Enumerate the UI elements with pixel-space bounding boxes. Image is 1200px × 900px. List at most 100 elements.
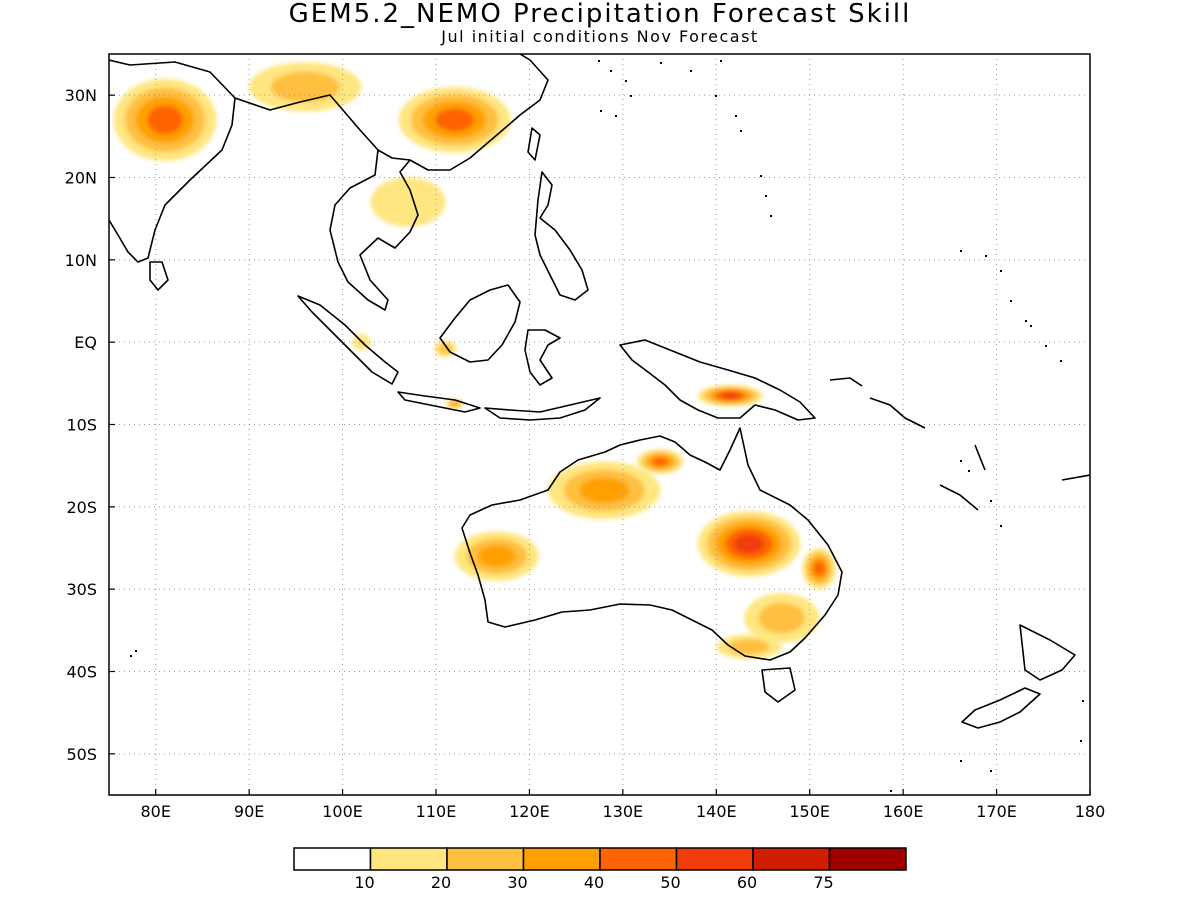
y-tick-label: EQ <box>74 333 97 352</box>
colorbar: 10 20 30 40 50 60 75 <box>293 847 907 892</box>
colorbar-label: 75 <box>813 873 833 892</box>
island-speck <box>625 80 627 82</box>
skill-contour <box>728 639 770 655</box>
island-speck <box>990 770 992 772</box>
coast-java <box>397 391 481 413</box>
x-tick-label: 100E <box>322 802 363 821</box>
x-tick-label: 160E <box>883 802 924 821</box>
coastlines <box>109 54 1090 729</box>
y-tick-label: 20N <box>65 169 97 188</box>
island-speck <box>1030 325 1032 327</box>
skill-region-0 <box>454 531 539 581</box>
island-speck <box>968 470 970 472</box>
skill-contour <box>579 477 630 504</box>
skill-contour <box>450 401 459 407</box>
island-speck <box>1045 345 1047 347</box>
island-speck <box>990 500 992 502</box>
skill-region-9 <box>398 86 511 153</box>
small-islands <box>130 60 1084 792</box>
island-speck <box>960 760 962 762</box>
skill-contour <box>435 108 475 132</box>
skill-region-3 <box>697 510 801 577</box>
island-speck <box>1060 360 1062 362</box>
colorbar-swatch <box>293 847 372 871</box>
colorbar-label: 20 <box>431 873 451 892</box>
coast-new-zealand <box>961 624 1076 729</box>
island-speck <box>760 175 762 177</box>
island-speck <box>1000 270 1002 272</box>
coast-asia <box>109 54 549 263</box>
island-speck <box>770 215 772 217</box>
skill-contour <box>813 561 825 576</box>
island-speck <box>960 250 962 252</box>
island-speck <box>1010 300 1012 302</box>
y-tick-label: 10S <box>66 416 97 435</box>
coast-lesser-sunda <box>484 397 601 421</box>
colorbar-swatch <box>522 847 601 871</box>
x-tick-label: 120E <box>509 802 550 821</box>
longitude-axis: 80E 90E 100E 110E 120E 130E 140E 150E 160E 170E 18… <box>140 789 1105 821</box>
island-speck <box>715 95 717 97</box>
island-speck <box>690 70 692 72</box>
colorbar-label: 30 <box>507 873 527 892</box>
island-speck <box>960 460 962 462</box>
island-speck <box>720 60 722 62</box>
island-speck <box>1080 740 1082 742</box>
island-speck <box>130 655 132 657</box>
colorbar-swatch <box>828 847 907 871</box>
island-speck <box>660 62 662 64</box>
x-tick-label: 80E <box>140 802 170 821</box>
skill-contour <box>758 602 805 634</box>
island-speck <box>600 110 602 112</box>
coast-indochina <box>329 149 419 311</box>
coast-borneo <box>439 284 521 363</box>
coast-new-guinea <box>619 339 816 421</box>
y-tick-label: 20S <box>66 498 97 517</box>
colorbar-label: 60 <box>737 873 757 892</box>
skill-field <box>113 62 836 660</box>
graticule <box>109 54 1090 795</box>
colorbar-label: 10 <box>354 873 374 892</box>
island-speck <box>740 130 742 132</box>
island-speck <box>765 195 767 197</box>
island-speck <box>1082 700 1084 702</box>
skill-region-6 <box>716 634 782 660</box>
y-tick-label: 30N <box>65 86 97 105</box>
skill-region-7 <box>697 384 763 407</box>
y-tick-label: 40S <box>66 663 97 682</box>
map-title: GEM5.2_NEMO Precipitation Forecast Skill <box>288 0 912 29</box>
colorbar-swatch <box>446 847 525 871</box>
island-speck <box>610 70 612 72</box>
colorbar-swatch <box>369 847 448 871</box>
colorbar-label: 50 <box>660 873 680 892</box>
coast-solomons <box>829 377 1090 511</box>
coast-taiwan <box>527 127 541 161</box>
island-speck <box>598 60 600 62</box>
x-tick-label: 130E <box>603 802 644 821</box>
island-speck <box>630 95 632 97</box>
island-speck <box>1000 525 1002 527</box>
skill-region-11 <box>370 177 446 227</box>
y-tick-label: 10N <box>65 251 97 270</box>
y-tick-label: 50S <box>66 745 97 764</box>
x-tick-label: 170E <box>976 802 1017 821</box>
island-speck <box>135 650 137 652</box>
x-tick-label: 180 <box>1075 802 1106 821</box>
colorbar-swatch <box>675 847 754 871</box>
skill-contour <box>370 177 446 227</box>
island-speck <box>615 115 617 117</box>
skill-contour <box>734 534 764 554</box>
colorbar-swatch <box>752 847 831 871</box>
x-tick-label: 150E <box>789 802 830 821</box>
x-tick-label: 90E <box>234 802 264 821</box>
latitude-axis: 30N 20N 10N EQ 10S 20S 30S 40S 50S <box>65 86 115 764</box>
skill-region-1 <box>548 461 661 520</box>
skill-contour <box>720 392 740 399</box>
skill-contour <box>478 545 516 568</box>
skill-region-8 <box>113 78 217 162</box>
y-tick-label: 30S <box>66 580 97 599</box>
colorbar-label: 40 <box>584 873 604 892</box>
coast-australia <box>461 427 843 661</box>
skill-contour <box>652 457 669 466</box>
